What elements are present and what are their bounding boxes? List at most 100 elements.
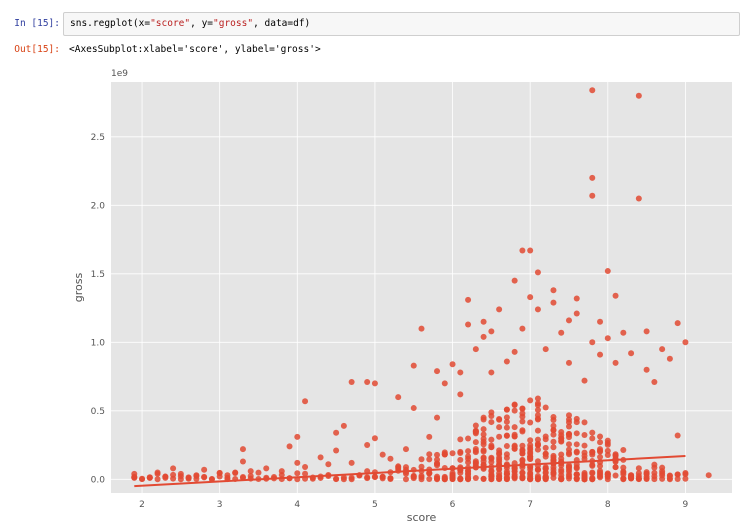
scatter-point bbox=[558, 451, 565, 458]
scatter-point bbox=[604, 470, 611, 477]
scatter-point bbox=[488, 413, 495, 420]
scatter-point bbox=[457, 469, 464, 476]
scatter-point bbox=[635, 92, 642, 99]
scatter-point bbox=[496, 466, 503, 473]
scatter-point bbox=[527, 294, 534, 301]
scatter-point bbox=[643, 470, 650, 477]
x-tick-label: 3 bbox=[217, 500, 223, 510]
scatter-point bbox=[612, 451, 619, 458]
scatter-point bbox=[534, 436, 541, 443]
scatter-point bbox=[496, 424, 503, 431]
y-offset-label: 1e9 bbox=[111, 69, 128, 79]
scatter-point bbox=[550, 471, 557, 478]
scatter-point bbox=[465, 435, 472, 442]
scatter-point bbox=[294, 459, 301, 466]
scatter-point bbox=[441, 476, 448, 483]
x-tick-label: 5 bbox=[372, 500, 378, 510]
scatter-point bbox=[511, 443, 518, 450]
scatter-point bbox=[488, 468, 495, 475]
scatter-point bbox=[565, 431, 572, 438]
scatter-point bbox=[480, 435, 487, 442]
scatter-point bbox=[620, 471, 627, 478]
scatter-point bbox=[558, 466, 565, 473]
scatter-point bbox=[255, 469, 262, 476]
scatter-point bbox=[472, 427, 479, 434]
scatter-point bbox=[371, 474, 378, 481]
scatter-point bbox=[503, 443, 510, 450]
scatter-point bbox=[364, 474, 371, 481]
scatter-point bbox=[340, 476, 347, 483]
scatter-point bbox=[224, 472, 231, 479]
scatter-point bbox=[449, 474, 456, 481]
scatter-point bbox=[534, 427, 541, 434]
scatter-point bbox=[146, 474, 153, 481]
x-tick-label: 4 bbox=[294, 500, 300, 510]
scatter-point bbox=[682, 339, 689, 346]
output-text: <AxesSubplot:xlabel='score', ylabel='gro… bbox=[69, 44, 321, 55]
scatter-point bbox=[565, 473, 572, 480]
scatter-point bbox=[519, 427, 526, 434]
scatter-point bbox=[565, 441, 572, 448]
scatter-point bbox=[465, 476, 472, 483]
scatter-point bbox=[659, 468, 666, 475]
scatter-point bbox=[597, 318, 604, 325]
scatter-points bbox=[131, 87, 712, 483]
scatter-point bbox=[589, 474, 596, 481]
code-cell-input[interactable]: sns.regplot(x="score", y="gross", data=d… bbox=[63, 12, 740, 36]
scatter-point bbox=[542, 474, 549, 481]
scatter-point bbox=[364, 442, 371, 449]
scatter-point bbox=[573, 295, 580, 302]
scatter-point bbox=[519, 418, 526, 425]
scatter-point bbox=[597, 351, 604, 358]
scatter-point bbox=[441, 450, 448, 457]
code-token: , data=df) bbox=[253, 18, 311, 29]
scatter-point bbox=[589, 339, 596, 346]
scatter-point bbox=[387, 455, 394, 462]
scatter-point bbox=[550, 287, 557, 294]
scatter-point bbox=[511, 433, 518, 440]
scatter-point bbox=[364, 379, 371, 386]
scatter-point bbox=[177, 470, 184, 477]
scatter-point bbox=[371, 380, 378, 387]
scatter-point bbox=[550, 417, 557, 424]
scatter-point bbox=[418, 472, 425, 479]
scatter-point bbox=[565, 423, 572, 430]
scatter-point bbox=[503, 476, 510, 483]
scatter-point bbox=[589, 174, 596, 181]
scatter-point bbox=[348, 474, 355, 481]
scatter-point bbox=[565, 359, 572, 366]
scatter-point bbox=[573, 419, 580, 426]
scatter-point bbox=[154, 476, 161, 483]
output-prompt: Out[15]: bbox=[14, 44, 60, 55]
scatter-point bbox=[597, 468, 604, 475]
scatter-point bbox=[519, 247, 526, 254]
scatter-point bbox=[620, 475, 627, 482]
y-tick-label: 0.0 bbox=[91, 475, 106, 485]
scatter-point bbox=[550, 438, 557, 445]
scatter-point bbox=[503, 454, 510, 461]
scatter-point bbox=[302, 470, 309, 477]
scatter-point bbox=[496, 415, 503, 422]
scatter-point bbox=[635, 195, 642, 202]
scatter-point bbox=[519, 469, 526, 476]
scatter-point bbox=[635, 465, 642, 472]
scatter-point bbox=[247, 468, 254, 475]
scatter-point bbox=[465, 321, 472, 328]
scatter-point bbox=[480, 318, 487, 325]
scatter-point bbox=[480, 416, 487, 423]
scatter-point bbox=[418, 325, 425, 332]
scatter-point bbox=[635, 476, 642, 483]
scatter-point bbox=[573, 430, 580, 437]
scatter-point bbox=[325, 461, 332, 468]
scatter-point bbox=[302, 398, 309, 405]
scatter-point bbox=[651, 473, 658, 480]
scatter-point bbox=[472, 475, 479, 482]
scatter-point bbox=[542, 444, 549, 451]
scatter-point bbox=[565, 446, 572, 453]
scatter-point bbox=[201, 474, 208, 481]
scatter-point bbox=[162, 473, 169, 480]
scatter-point bbox=[542, 451, 549, 458]
scatter-point bbox=[294, 470, 301, 477]
scatter-point bbox=[488, 328, 495, 335]
scatter-point bbox=[488, 419, 495, 426]
